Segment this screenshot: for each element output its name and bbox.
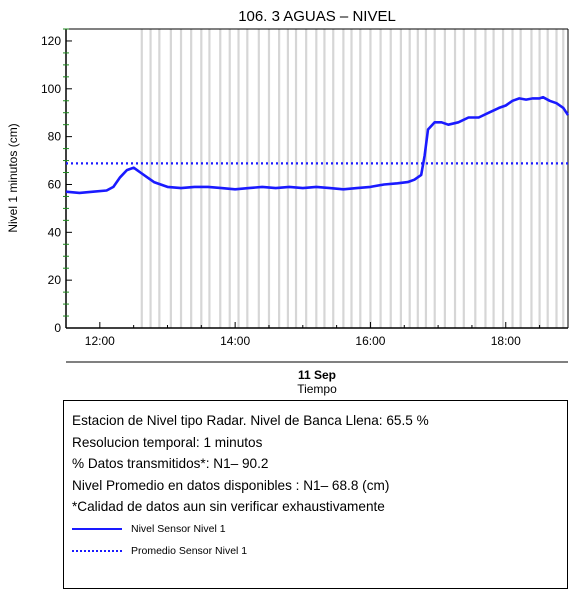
legend-label-solid: Nivel Sensor Nivel 1 <box>131 522 226 535</box>
info-line-quality: *Calidad de datos aun sin verificar exha… <box>72 499 385 515</box>
x-tick-label-1: 14:00 <box>220 334 250 348</box>
legend-solid-line-icon <box>72 527 122 530</box>
x-axis-date-label: 11 Sep <box>298 368 336 382</box>
gap-markers <box>140 29 565 328</box>
info-line-transmitted: % Datos transmitidos*: N1– 90.2 <box>72 456 269 472</box>
y-tick-label-1: 20 <box>48 273 62 287</box>
series-line-0 <box>65 95 570 195</box>
x-tick-label-0: 12:00 <box>85 334 115 348</box>
legend-item-solid: Nivel Sensor Nivel 1 <box>72 518 567 540</box>
legend-dotted-line-icon <box>72 549 122 552</box>
info-box: Estacion de Nivel tipo Radar. Nivel de B… <box>63 400 568 589</box>
legend-item-dotted: Promedio Sensor Nivel 1 <box>72 540 567 562</box>
y-ticks: 0 20 40 60 80 100 120 <box>41 28 72 335</box>
info-line-station: Estacion de Nivel tipo Radar. Nivel de B… <box>72 413 429 428</box>
y-tick-label-0: 0 <box>54 321 61 335</box>
y-tick-label-3: 60 <box>48 177 62 191</box>
info-line-average: Nivel Promedio en datos disponibles : N1… <box>72 477 390 493</box>
y-axis-label: Nivel 1 minutos (cm) <box>6 123 20 232</box>
y-tick-label-4: 80 <box>48 130 62 144</box>
x-axis-label: Tiempo <box>297 382 337 396</box>
x-tick-label-2: 16:00 <box>355 334 385 348</box>
y-tick-label-2: 40 <box>48 225 62 239</box>
series-layer <box>65 95 570 195</box>
chart-title: 106. 3 AGUAS – NIVEL <box>238 8 396 25</box>
info-line-resolution: Resolucion temporal: 1 minutos <box>72 434 263 450</box>
x-tick-label-3: 18:00 <box>491 334 521 348</box>
y-tick-label-5: 100 <box>41 82 61 96</box>
y-tick-label-6: 120 <box>41 34 61 48</box>
legend-label-dotted: Promedio Sensor Nivel 1 <box>131 544 248 557</box>
x-ticks: 12:00 14:00 16:00 18:00 <box>65 322 541 348</box>
chart: 106. 3 AGUAS – NIVEL 0 20 40 60 80 100 120 12:… <box>6 8 570 396</box>
